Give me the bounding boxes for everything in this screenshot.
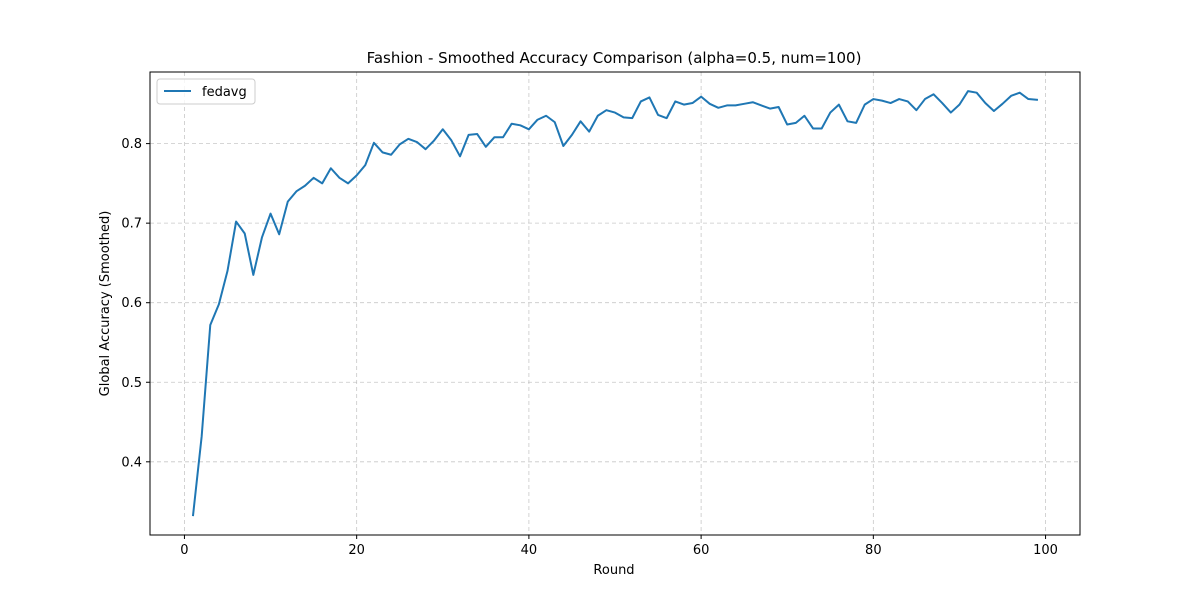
y-tick-label: 0.6 [121,296,142,311]
x-tick-label: 60 [693,543,710,558]
y-axis-title: Global Accuracy (Smoothed) [98,211,113,397]
data-series [191,90,1039,517]
x-axis-ticks: 0 20 40 60 80 100 [180,535,1058,558]
grid-lines [150,72,1080,535]
legend-label-fedavg: fedavg [202,85,247,100]
y-tick-label: 0.8 [121,137,142,152]
legend-box [156,78,256,105]
chart-title: Fashion - Smoothed Accuracy Comparison (… [367,49,862,67]
x-tick-label: 80 [865,543,882,558]
x-tick-label: 100 [1033,543,1058,558]
y-tick-label: 0.4 [121,455,142,470]
x-tick-label: 20 [348,543,365,558]
x-axis-title: Round [593,563,634,578]
y-tick-label: 0.7 [121,217,142,232]
x-tick-label: 0 [180,543,188,558]
x-tick-label: 40 [521,543,538,558]
y-tick-label: 0.5 [121,376,142,391]
plot-frame [149,71,1081,536]
series-line-fedavg [191,90,1039,517]
legend: fedavg [156,78,256,105]
y-axis-ticks: 0.4 0.5 0.6 0.7 0.8 [121,137,150,470]
